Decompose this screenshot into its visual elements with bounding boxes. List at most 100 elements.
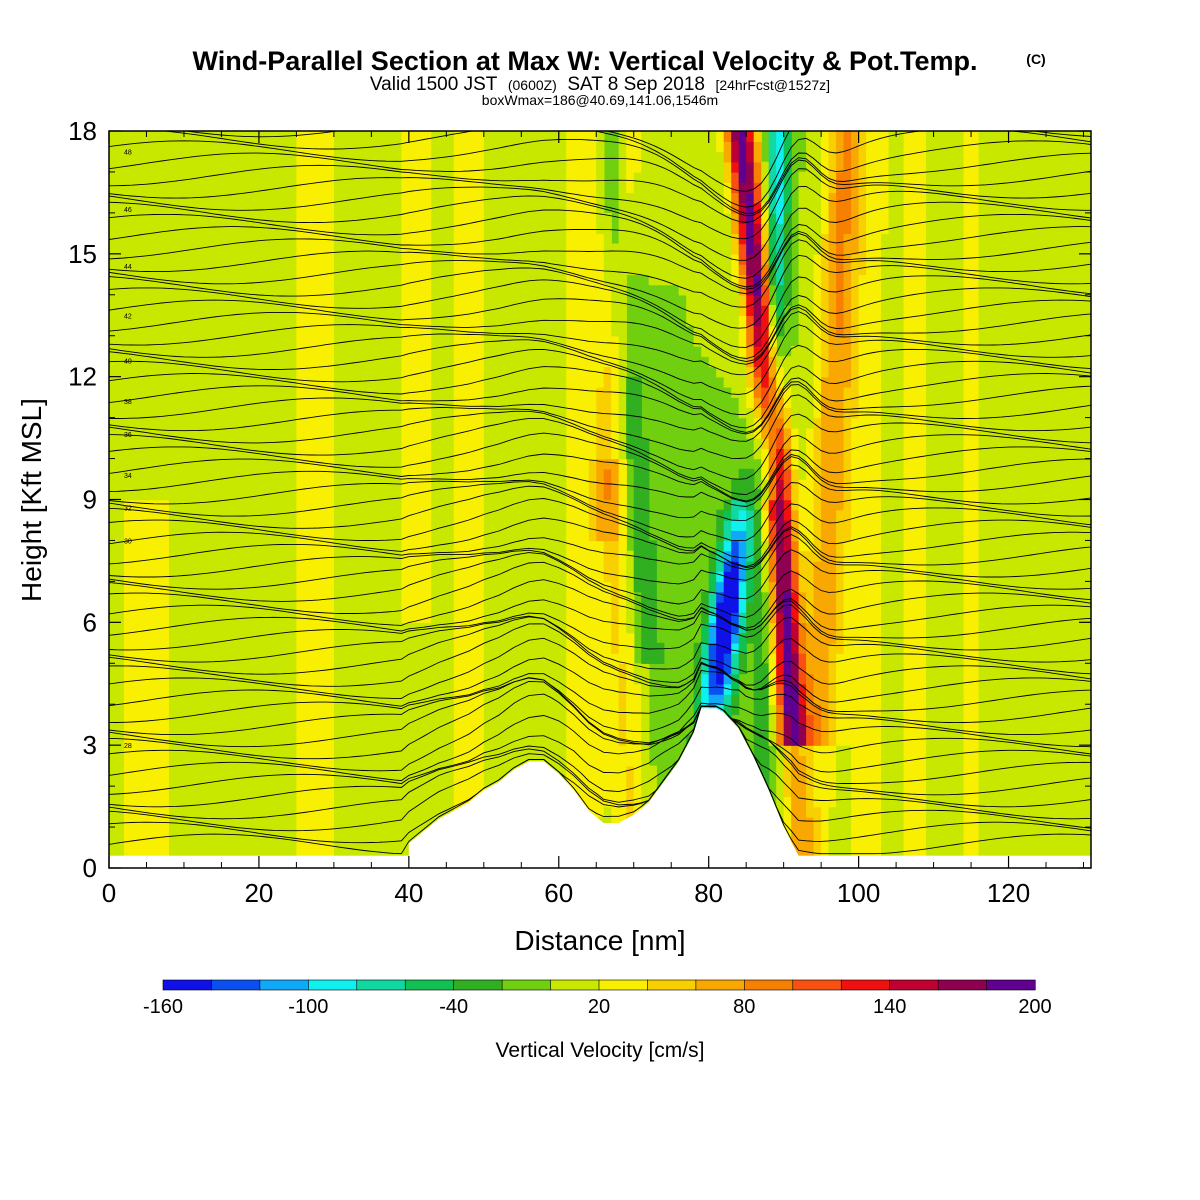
field-cell <box>596 253 605 265</box>
field-cell <box>468 458 477 470</box>
field-cell <box>154 284 163 296</box>
field-cell <box>618 274 627 286</box>
field-cell <box>551 356 560 368</box>
field-cell <box>408 653 417 664</box>
field-cell <box>176 325 185 337</box>
field-cell <box>124 827 133 839</box>
field-cell <box>251 591 260 603</box>
field-cell <box>393 407 403 419</box>
field-cell <box>401 806 410 818</box>
field-cell <box>438 335 447 347</box>
field-cell <box>513 724 522 736</box>
field-cell <box>618 489 627 501</box>
field-cell <box>341 325 350 337</box>
field-cell <box>341 397 350 409</box>
field-cell <box>371 704 380 716</box>
field-cell <box>176 755 185 767</box>
field-cell <box>236 550 245 562</box>
field-cell <box>191 509 200 521</box>
field-cell <box>199 182 208 194</box>
field-cell <box>543 202 552 214</box>
field-cell <box>116 233 125 245</box>
field-cell <box>611 458 620 470</box>
field-cell <box>288 366 298 378</box>
field-cell <box>311 530 320 542</box>
field-cell <box>326 642 335 654</box>
field-cell <box>558 397 567 409</box>
field-cell <box>258 468 268 480</box>
field-cell <box>296 816 305 828</box>
field-cell <box>528 315 537 327</box>
field-cell <box>603 417 612 429</box>
field-cell <box>199 530 208 542</box>
field-cell <box>423 407 432 419</box>
field-cell <box>626 622 635 634</box>
field-cell <box>281 724 290 736</box>
field-cell <box>588 284 597 296</box>
field-cell <box>528 192 537 204</box>
field-cell <box>446 407 455 419</box>
field-cell <box>326 704 335 716</box>
field-cell <box>258 294 268 306</box>
field-cell <box>588 315 597 327</box>
field-cell <box>401 530 410 542</box>
field-cell <box>581 192 590 204</box>
field-cell <box>228 212 238 224</box>
field-cell <box>453 653 462 664</box>
field-cell <box>131 714 140 726</box>
field-cell <box>483 683 492 695</box>
field-cell <box>543 520 552 531</box>
field-cell <box>626 673 635 685</box>
field-cell <box>618 571 627 583</box>
field-cell <box>184 847 193 859</box>
field-cell <box>453 386 462 398</box>
field-cell <box>468 305 477 316</box>
field-cell <box>596 427 605 439</box>
field-cell <box>266 755 275 767</box>
field-cell <box>536 325 545 337</box>
field-cell <box>401 182 410 194</box>
field-cell <box>581 151 590 163</box>
field-cell <box>236 417 245 429</box>
field-cell <box>199 714 208 726</box>
field-cell <box>438 284 447 296</box>
field-cell <box>146 315 155 327</box>
field-cell <box>438 417 447 429</box>
field-cell <box>453 694 462 705</box>
field-cell <box>169 315 178 327</box>
field-cell <box>326 305 335 316</box>
field-cell <box>303 642 313 654</box>
field-cell <box>551 571 560 583</box>
field-cell <box>296 796 305 808</box>
field-cell <box>251 673 260 685</box>
field-cell <box>386 397 395 409</box>
field-cell <box>453 591 462 603</box>
field-cell <box>116 550 125 562</box>
field-cell <box>363 274 373 286</box>
field-cell <box>213 786 223 798</box>
field-cell <box>356 438 365 450</box>
field-cell <box>303 253 313 265</box>
field-cell <box>468 202 477 214</box>
field-cell <box>626 806 635 818</box>
field-cell <box>386 806 395 818</box>
field-cell <box>341 765 350 777</box>
field-cell <box>408 601 417 613</box>
field-cell <box>596 694 605 705</box>
field-cell <box>206 775 215 787</box>
field-cell <box>318 131 328 142</box>
field-cell <box>243 223 253 235</box>
field-cell <box>221 366 230 378</box>
field-cell <box>124 417 133 429</box>
field-cell <box>341 704 350 716</box>
field-cell <box>341 806 350 818</box>
field-cell <box>124 294 133 306</box>
field-cell <box>258 386 268 398</box>
field-cell <box>206 315 215 327</box>
field-cell <box>393 212 403 224</box>
field-cell <box>528 571 537 583</box>
field-cell <box>221 386 230 398</box>
field-cell <box>521 479 530 490</box>
field-cell <box>251 356 260 368</box>
field-cell <box>311 468 320 480</box>
